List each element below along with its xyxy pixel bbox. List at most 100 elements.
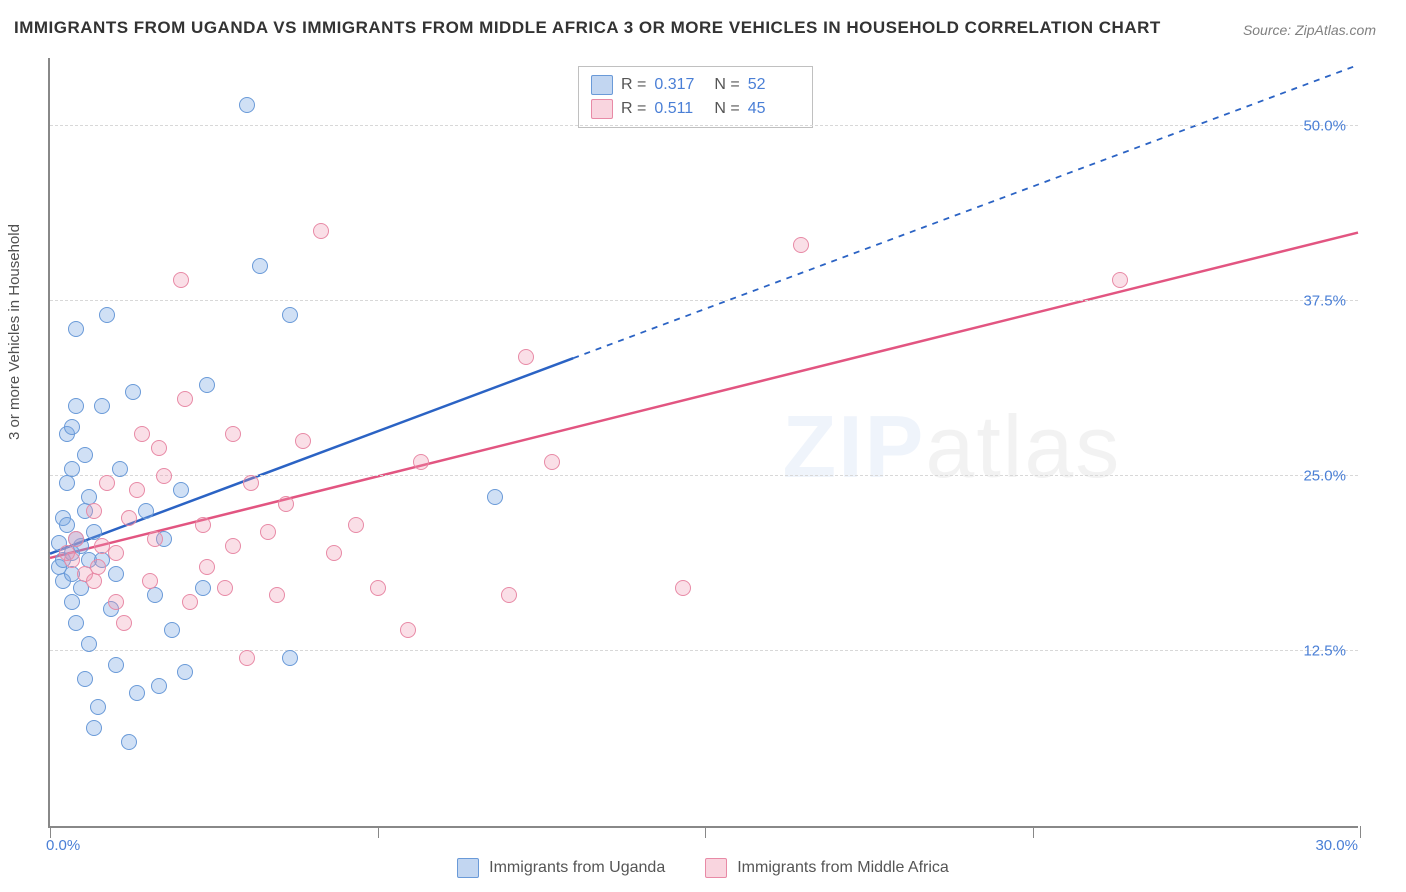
scatter-point — [121, 510, 137, 526]
scatter-point — [793, 237, 809, 253]
scatter-point — [413, 454, 429, 470]
scatter-point — [260, 524, 276, 540]
scatter-point — [156, 468, 172, 484]
r-label-0: R = — [621, 76, 646, 94]
scatter-point — [142, 573, 158, 589]
scatter-point — [225, 538, 241, 554]
scatter-point — [94, 398, 110, 414]
scatter-point — [86, 503, 102, 519]
scatter-point — [129, 685, 145, 701]
chart-title: IMMIGRANTS FROM UGANDA VS IMMIGRANTS FRO… — [14, 18, 1161, 38]
scatter-point — [77, 671, 93, 687]
legend-correlation-box: R = 0.317 N = 52 R = 0.511 N = 45 — [578, 66, 813, 128]
scatter-point — [64, 594, 80, 610]
scatter-point — [173, 482, 189, 498]
scatter-point — [217, 580, 233, 596]
scatter-point — [108, 545, 124, 561]
scatter-point — [195, 580, 211, 596]
legend-label-1: Immigrants from Middle Africa — [737, 859, 949, 877]
scatter-point — [173, 272, 189, 288]
r-value-1: 0.511 — [654, 100, 706, 118]
x-tick-label-max: 30.0% — [1315, 837, 1358, 854]
scatter-point — [125, 384, 141, 400]
legend-item-series1: Immigrants from Middle Africa — [705, 858, 949, 878]
scatter-point — [295, 433, 311, 449]
scatter-point — [121, 734, 137, 750]
scatter-point — [151, 678, 167, 694]
scatter-point — [99, 307, 115, 323]
r-label-1: R = — [621, 100, 646, 118]
scatter-point — [86, 720, 102, 736]
legend-item-series0: Immigrants from Uganda — [457, 858, 665, 878]
r-value-0: 0.317 — [654, 76, 706, 94]
plot-area: ZIPatlas R = 0.317 N = 52 R = 0.511 N = … — [48, 58, 1358, 828]
scatter-point — [225, 426, 241, 442]
y-tick-label: 37.5% — [1303, 293, 1346, 310]
legend-row-series0: R = 0.317 N = 52 — [591, 73, 800, 97]
scatter-point — [138, 503, 154, 519]
scatter-point — [90, 699, 106, 715]
scatter-point — [147, 531, 163, 547]
y-tick-label: 50.0% — [1303, 118, 1346, 135]
scatter-point — [116, 615, 132, 631]
scatter-point — [199, 559, 215, 575]
scatter-point — [108, 566, 124, 582]
scatter-point — [134, 426, 150, 442]
scatter-point — [129, 482, 145, 498]
source-label: Source: ZipAtlas.com — [1243, 22, 1376, 38]
scatter-point — [313, 223, 329, 239]
scatter-point — [518, 349, 534, 365]
scatter-point — [675, 580, 691, 596]
n-label-1: N = — [714, 100, 739, 118]
scatter-point — [68, 398, 84, 414]
legend-label-0: Immigrants from Uganda — [489, 859, 665, 877]
scatter-point — [68, 321, 84, 337]
scatter-point — [177, 391, 193, 407]
scatter-point — [147, 587, 163, 603]
scatter-point — [86, 573, 102, 589]
scatter-point — [177, 664, 193, 680]
scatter-point — [282, 650, 298, 666]
x-tick — [1360, 826, 1361, 838]
trend-line — [50, 233, 1358, 558]
scatter-point — [182, 594, 198, 610]
scatter-point — [64, 461, 80, 477]
scatter-point — [199, 377, 215, 393]
legend-swatch-series0 — [591, 75, 613, 95]
scatter-point — [90, 559, 106, 575]
legend-swatch-bottom-1 — [705, 858, 727, 878]
scatter-point — [99, 475, 115, 491]
scatter-point — [501, 587, 517, 603]
scatter-point — [68, 531, 84, 547]
x-tick — [705, 826, 706, 838]
scatter-point — [164, 622, 180, 638]
scatter-point — [278, 496, 294, 512]
scatter-point — [112, 461, 128, 477]
legend-swatch-bottom-0 — [457, 858, 479, 878]
scatter-point — [64, 419, 80, 435]
scatter-point — [487, 489, 503, 505]
scatter-point — [400, 622, 416, 638]
x-tick — [1033, 826, 1034, 838]
x-tick — [378, 826, 379, 838]
scatter-point — [77, 447, 93, 463]
n-label-0: N = — [714, 76, 739, 94]
scatter-point — [108, 657, 124, 673]
scatter-point — [348, 517, 364, 533]
scatter-point — [252, 258, 268, 274]
n-value-0: 52 — [748, 76, 800, 94]
legend-swatch-series1 — [591, 99, 613, 119]
y-tick-label: 25.0% — [1303, 468, 1346, 485]
n-value-1: 45 — [748, 100, 800, 118]
scatter-point — [239, 650, 255, 666]
gridline-h — [50, 300, 1358, 301]
scatter-point — [59, 545, 75, 561]
scatter-point — [269, 587, 285, 603]
scatter-point — [326, 545, 342, 561]
scatter-point — [243, 475, 259, 491]
scatter-point — [59, 475, 75, 491]
scatter-point — [81, 636, 97, 652]
scatter-point — [195, 517, 211, 533]
scatter-point — [544, 454, 560, 470]
trend-lines — [50, 58, 1358, 826]
